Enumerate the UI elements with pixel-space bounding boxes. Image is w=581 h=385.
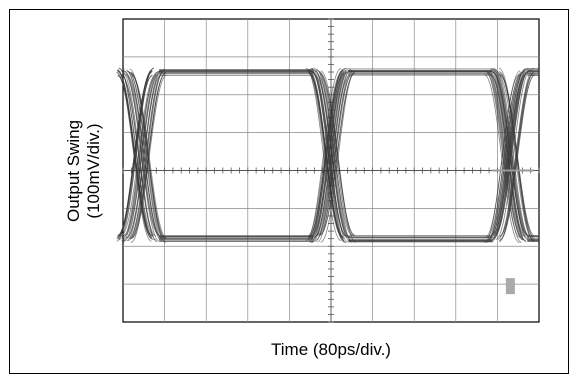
eye-transition-rising xyxy=(320,70,357,243)
eye-transition-rising xyxy=(117,75,153,240)
eye-transition-rising xyxy=(130,71,167,244)
eye-transition-rising xyxy=(317,70,354,236)
eye-transition-rising xyxy=(487,72,524,241)
eye-traces xyxy=(116,67,539,295)
eye-transition-rising xyxy=(121,71,158,243)
eye-transition-rising xyxy=(116,72,153,239)
eye-transition-rising xyxy=(126,70,163,242)
eye-transition-rising xyxy=(306,70,343,237)
eye-transition-rising xyxy=(123,73,160,242)
eye-transition-rising xyxy=(484,74,520,244)
eye-transition-rising xyxy=(314,75,351,238)
eye-transition-rising xyxy=(310,70,347,237)
y-axis-label-line-2: (100mV/div.) xyxy=(84,123,103,219)
eye-transition-rising xyxy=(488,71,525,241)
eye-transition-rising xyxy=(486,71,523,238)
eye-transition-rising xyxy=(128,71,165,239)
eye-transition-rising xyxy=(495,69,532,240)
y-axis-label-line-1: Output Swing xyxy=(64,119,83,223)
eye-transition-rising xyxy=(308,68,345,241)
eye-transition-rising xyxy=(498,67,535,238)
cursor-marker-block xyxy=(505,278,515,295)
eye-transition-rising xyxy=(493,68,530,236)
eye-transition-rising xyxy=(313,69,350,238)
eye-transition-rising xyxy=(491,71,528,236)
y-axis-label: Output Swing (100mV/div.) xyxy=(64,120,104,222)
x-axis-label: Time (80ps/div.) xyxy=(271,340,391,359)
eye-transition-rising xyxy=(131,74,168,239)
